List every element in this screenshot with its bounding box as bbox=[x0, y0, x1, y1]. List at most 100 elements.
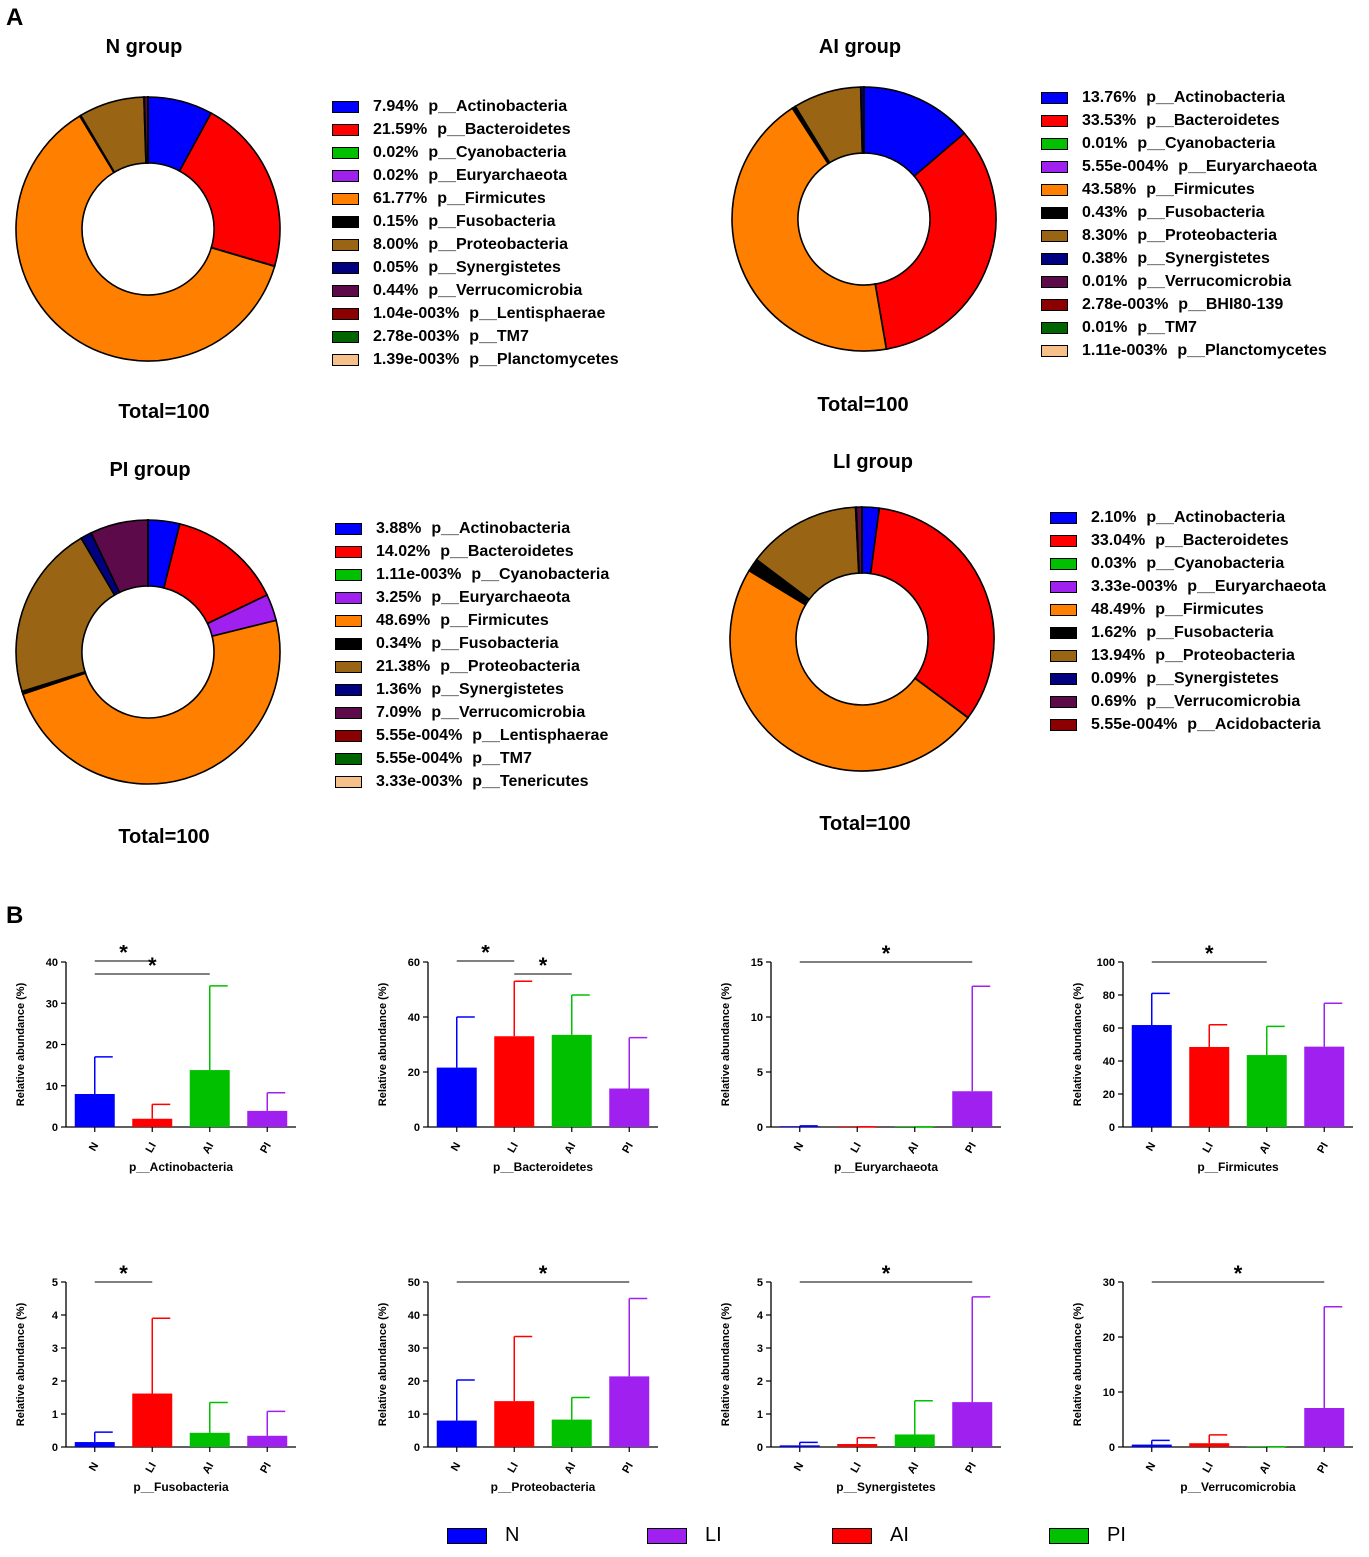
legend-item-p-bacteroidetes: 14.02% p__Bacteroidetes bbox=[335, 540, 609, 563]
y-tick-label: 2 bbox=[757, 1376, 763, 1388]
legend-percent: 7.94% bbox=[373, 97, 419, 115]
legend-taxon: p__Cyanobacteria bbox=[1146, 554, 1285, 572]
legend-percent: 8.30% bbox=[1082, 226, 1128, 244]
donut-chart-n bbox=[15, 96, 281, 362]
legend-item-p-verrucomicrobia: 0.44% p__Verrucomicrobia bbox=[332, 279, 619, 302]
legend-item-p-cyanobacteria: 1.11e-003% p__Cyanobacteria bbox=[335, 563, 609, 586]
legend-percent: 7.09% bbox=[376, 703, 422, 721]
legend-percent: 2.78e-003% bbox=[373, 327, 460, 345]
bar-li bbox=[837, 1126, 878, 1127]
legend-taxon: p__Verrucomicrobia bbox=[428, 281, 583, 299]
y-tick-label: 4 bbox=[757, 1310, 764, 1322]
legend-swatch bbox=[335, 752, 362, 765]
donut-chart-ai bbox=[731, 86, 997, 352]
donut-title-pi: PI group bbox=[109, 459, 191, 481]
legend-swatch bbox=[1041, 114, 1068, 127]
x-tick-label: AI bbox=[200, 1461, 216, 1477]
x-tick-label: PI bbox=[258, 1141, 274, 1156]
bar-n bbox=[436, 1420, 477, 1447]
legend-percent: 1.04e-003% bbox=[373, 304, 460, 322]
y-tick-label: 0 bbox=[414, 1442, 420, 1454]
donut-chart-li bbox=[729, 506, 995, 772]
y-tick-label: 50 bbox=[408, 1277, 420, 1289]
bar-pi bbox=[952, 1091, 993, 1127]
legend-swatch bbox=[335, 637, 362, 650]
total-label-n: Total=100 bbox=[118, 401, 210, 423]
legend-taxon: p__Synergistetes bbox=[428, 258, 561, 276]
significance-star: * bbox=[481, 945, 490, 965]
legend-swatch bbox=[332, 330, 359, 343]
legend-item-p-synergistetes: 1.36% p__Synergistetes bbox=[335, 678, 609, 701]
y-axis-label: Relative abundance (%) bbox=[1072, 982, 1084, 1106]
legend-swatch bbox=[1050, 580, 1077, 593]
legend-taxon: p__Fusobacteria bbox=[1146, 623, 1274, 641]
x-tick-label: AI bbox=[200, 1141, 216, 1157]
legend-swatch bbox=[1050, 718, 1077, 731]
x-tick-label: LI bbox=[1201, 1141, 1216, 1155]
legend-taxon: p__Euryarchaeota bbox=[1187, 577, 1327, 595]
legend-swatch bbox=[1041, 275, 1068, 288]
legend-item-p-cyanobacteria: 0.03% p__Cyanobacteria bbox=[1050, 552, 1326, 575]
legend-percent: 3.88% bbox=[376, 519, 422, 537]
y-tick-label: 10 bbox=[751, 1012, 763, 1024]
legend-item-p-lentisphaerae: 5.55e-004% p__Lentisphaerae bbox=[335, 724, 609, 747]
bar-li bbox=[132, 1118, 173, 1127]
legend-swatch bbox=[332, 238, 359, 251]
bar-chart-firmicutes: Relative abundance (%) 0 20 40 60 80 100 N LI AI P… bbox=[1072, 945, 1353, 1174]
bar-chart-verrucomicrobia: Relative abundance (%) 0 10 20 30 N LI AI PI p__V… bbox=[1072, 1265, 1353, 1494]
legend-item-p-synergistetes: 0.38% p__Synergistetes bbox=[1041, 247, 1327, 270]
x-tick-label: PI bbox=[963, 1141, 979, 1156]
bar-ai bbox=[894, 1126, 935, 1127]
legend-taxon: p__Proteobacteria bbox=[1137, 226, 1277, 244]
y-tick-label: 0 bbox=[52, 1442, 58, 1454]
legend-swatch bbox=[335, 660, 362, 673]
y-tick-label: 1 bbox=[52, 1409, 58, 1421]
legend-taxon: p__Fusobacteria bbox=[431, 634, 559, 652]
x-axis-title: p__Bacteroidetes bbox=[493, 1160, 593, 1174]
legend-swatch bbox=[1050, 695, 1077, 708]
legend-item-p-actinobacteria: 7.94% p__Actinobacteria bbox=[332, 95, 619, 118]
legend-item-p-actinobacteria: 3.88% p__Actinobacteria bbox=[335, 517, 609, 540]
legend-swatch bbox=[332, 100, 359, 113]
legend-swatch bbox=[332, 284, 359, 297]
legend-taxon: p__Firmicutes bbox=[1155, 600, 1264, 618]
legend-item-p-euryarchaeota: 3.33e-003% p__Euryarchaeota bbox=[1050, 575, 1326, 598]
x-tick-label: N bbox=[449, 1460, 463, 1473]
legend-swatch bbox=[1041, 298, 1068, 311]
bottom-legend-item-ai: AI bbox=[832, 1524, 909, 1547]
bar-chart-actinobacteria: Relative abundance (%) 0 10 20 30 40 N LI AI PI p_… bbox=[15, 945, 296, 1174]
legend-taxon: p__Firmicutes bbox=[1146, 180, 1255, 198]
x-tick-label: N bbox=[792, 1460, 806, 1473]
legend-swatch bbox=[1050, 603, 1077, 616]
x-tick-label: LI bbox=[506, 1461, 521, 1475]
legend-swatch bbox=[1050, 672, 1077, 685]
legend-percent: 5.55e-004% bbox=[1082, 157, 1169, 175]
x-tick-label: N bbox=[1144, 1140, 1158, 1153]
bar-pi bbox=[247, 1110, 288, 1127]
legend-percent: 43.58% bbox=[1082, 180, 1137, 198]
y-tick-label: 10 bbox=[408, 1409, 420, 1421]
y-tick-label: 30 bbox=[1103, 1277, 1115, 1289]
legend-swatch bbox=[1041, 252, 1068, 265]
legend-percent: 1.36% bbox=[376, 680, 422, 698]
legend-item-p-tm7: 2.78e-003% p__TM7 bbox=[332, 325, 619, 348]
x-tick-label: LI bbox=[144, 1461, 159, 1475]
x-tick-label: PI bbox=[1315, 1461, 1331, 1476]
legend-percent: 0.34% bbox=[376, 634, 422, 652]
legend-swatch bbox=[1041, 344, 1068, 357]
legend-swatch-li bbox=[647, 1527, 687, 1544]
legend-taxon: p__Proteobacteria bbox=[428, 235, 568, 253]
legend-taxon: p__Tenericutes bbox=[472, 772, 589, 790]
bar-chart-synergistetes: Relative abundance (%) 0 1 2 3 4 5 N LI AI PI p__Sy… bbox=[720, 1265, 1001, 1494]
legend-taxon: p__Actinobacteria bbox=[428, 97, 568, 115]
bottom-legend-item-pi: PI bbox=[1049, 1524, 1126, 1547]
x-tick-label: N bbox=[449, 1140, 463, 1153]
donut-slice-p-proteobacteria bbox=[15, 537, 116, 693]
y-tick-label: 0 bbox=[414, 1122, 420, 1134]
significance-star: * bbox=[1205, 945, 1214, 966]
y-axis-label: Relative abundance (%) bbox=[15, 1302, 27, 1426]
legend-swatch bbox=[335, 545, 362, 558]
y-tick-label: 3 bbox=[757, 1343, 763, 1355]
legend-taxon: p__Verrucomicrobia bbox=[1137, 272, 1292, 290]
panel-label-a: A bbox=[6, 4, 24, 31]
